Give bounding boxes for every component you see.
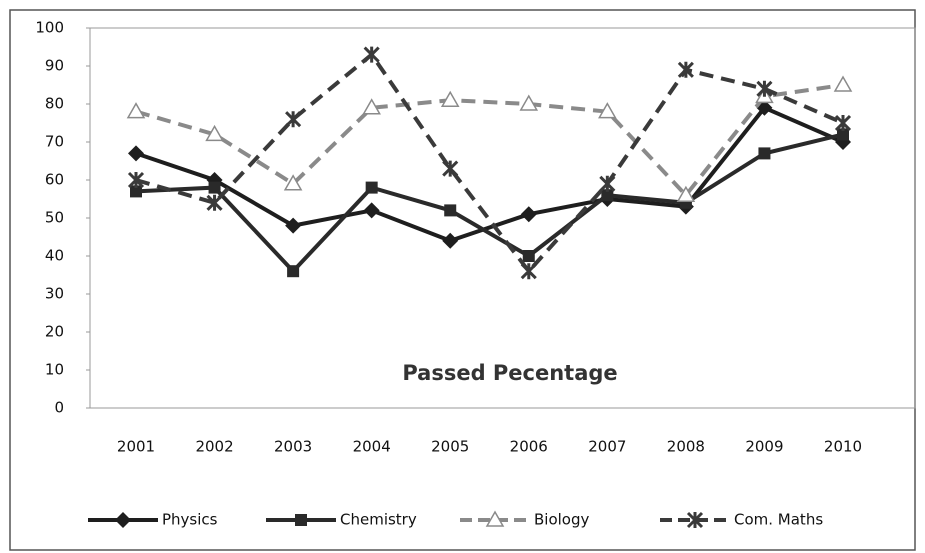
x-tick-label: 2008 xyxy=(667,438,705,456)
marker xyxy=(442,232,459,249)
x-tick-label: 2005 xyxy=(431,438,469,456)
x-tick-label: 2007 xyxy=(588,438,626,456)
marker xyxy=(833,75,853,92)
marker xyxy=(676,185,696,202)
marker xyxy=(601,189,614,202)
marker xyxy=(362,98,381,115)
legend-label: Com. Maths xyxy=(734,511,823,529)
marker xyxy=(599,175,616,192)
marker xyxy=(115,512,131,528)
marker xyxy=(285,111,302,128)
y-tick-label: 70 xyxy=(45,133,64,151)
marker xyxy=(440,90,460,107)
marker xyxy=(365,181,378,194)
marker xyxy=(485,510,505,527)
series-line xyxy=(135,51,844,275)
y-tick-label: 30 xyxy=(45,285,64,303)
marker xyxy=(363,46,380,63)
y-tick-label: 60 xyxy=(45,171,64,189)
marker xyxy=(598,102,617,119)
marker xyxy=(520,206,537,223)
x-tick-label: 2002 xyxy=(195,438,233,456)
chart-title: Passed Pecentage xyxy=(402,361,617,385)
marker xyxy=(520,263,537,280)
series-line xyxy=(135,83,844,199)
y-tick-label: 10 xyxy=(45,361,64,379)
marker xyxy=(677,61,694,78)
x-tick-label: 2003 xyxy=(274,438,312,456)
x-tick-label: 2009 xyxy=(745,438,783,456)
marker xyxy=(205,124,224,142)
marker xyxy=(130,185,142,198)
y-tick-label: 50 xyxy=(45,209,64,227)
legend-label: Biology xyxy=(534,511,590,529)
marker xyxy=(285,217,302,234)
marker xyxy=(837,128,849,141)
y-tick-label: 40 xyxy=(45,247,64,265)
x-tick-label: 2001 xyxy=(117,438,155,456)
series-line xyxy=(135,105,844,243)
marker xyxy=(363,202,380,219)
marker xyxy=(758,147,771,160)
marker xyxy=(287,265,300,278)
y-tick-label: 100 xyxy=(35,19,64,37)
y-tick-label: 20 xyxy=(45,323,64,341)
marker xyxy=(295,514,307,526)
marker xyxy=(686,511,704,529)
y-tick-label: 0 xyxy=(54,399,64,417)
marker xyxy=(834,114,852,132)
marker xyxy=(208,181,221,194)
marker xyxy=(283,174,303,191)
marker xyxy=(442,160,459,177)
y-tick-label: 80 xyxy=(45,95,64,113)
x-tick-label: 2004 xyxy=(353,438,391,456)
y-tick-label: 90 xyxy=(45,57,64,75)
marker xyxy=(128,145,144,162)
x-tick-label: 2010 xyxy=(824,438,862,456)
marker xyxy=(519,94,539,111)
marker xyxy=(444,204,457,217)
marker xyxy=(206,194,223,211)
marker xyxy=(522,250,535,262)
legend-label: Physics xyxy=(162,511,218,529)
series-line xyxy=(135,132,844,275)
marker xyxy=(756,80,773,97)
legend-label: Chemistry xyxy=(340,511,417,529)
chart-border xyxy=(9,9,916,551)
x-tick-label: 2006 xyxy=(510,438,548,456)
marker xyxy=(127,171,145,189)
marker xyxy=(126,102,146,119)
